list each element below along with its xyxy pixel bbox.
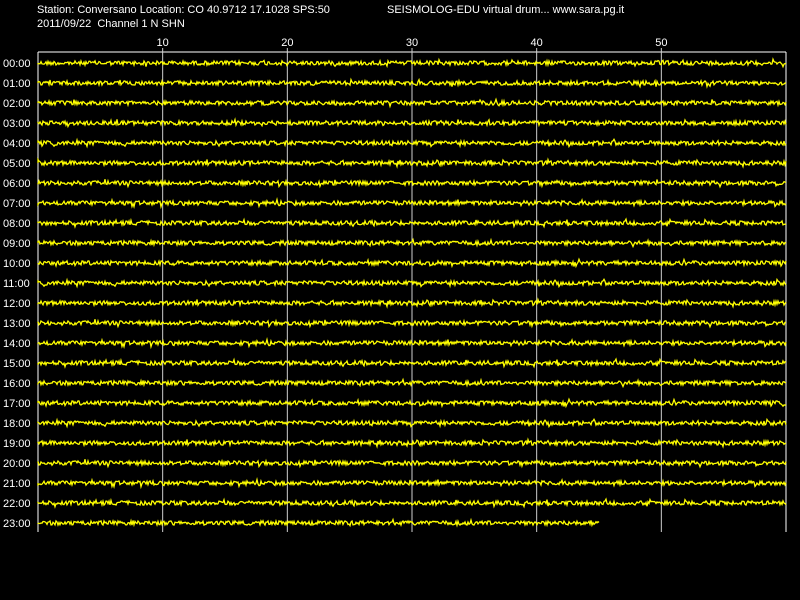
- row-label-1200: 12:00: [3, 298, 31, 310]
- trace-row-0800: [37, 217, 787, 229]
- row-label-2000: 20:00: [3, 458, 31, 470]
- trace-row-1300: [37, 318, 787, 329]
- trace-row-0700: [37, 197, 787, 210]
- row-label-1600: 16:00: [3, 378, 31, 390]
- trace-row-2200: [37, 497, 787, 509]
- trace-row-1800: [37, 417, 787, 429]
- row-label-1500: 15:00: [3, 358, 31, 370]
- trace-row-1500: [37, 357, 787, 369]
- row-label-1300: 13:00: [3, 318, 31, 330]
- app-title: SEISMOLOG-EDU virtual drum... www.sara.p…: [387, 4, 625, 16]
- row-label-2300: 23:00: [3, 518, 31, 530]
- trace-row-1600: [37, 377, 787, 389]
- row-label-0700: 07:00: [3, 198, 31, 210]
- x-tick-label-40: 40: [531, 37, 543, 49]
- x-tick-label-10: 10: [157, 37, 169, 49]
- station-info: Station: Conversano Location: CO 40.9712…: [37, 4, 330, 16]
- row-label-2200: 22:00: [3, 498, 31, 510]
- trace-row-0000: [37, 57, 787, 69]
- row-label-1400: 14:00: [3, 338, 31, 350]
- trace-row-1100: [37, 277, 787, 289]
- x-tick-label-30: 30: [406, 37, 418, 49]
- date-channel-info: 2011/09/22 Channel 1 N SHN: [37, 18, 185, 30]
- row-label-0200: 02:00: [3, 98, 31, 110]
- row-label-1900: 19:00: [3, 438, 31, 450]
- row-label-0600: 06:00: [3, 178, 31, 190]
- trace-row-1000: [37, 257, 787, 269]
- trace-row-0900: [37, 237, 787, 249]
- trace-row-2300: [37, 517, 600, 528]
- row-label-1800: 18:00: [3, 418, 31, 430]
- trace-row-2000: [37, 458, 787, 469]
- trace-row-0100: [37, 77, 787, 89]
- row-label-0900: 09:00: [3, 238, 31, 250]
- row-label-1700: 17:00: [3, 398, 31, 410]
- x-tick-label-20: 20: [281, 37, 293, 49]
- row-label-0500: 05:00: [3, 158, 31, 170]
- row-label-0400: 04:00: [3, 138, 31, 150]
- trace-row-0200: [37, 97, 787, 109]
- row-label-0800: 08:00: [3, 218, 31, 230]
- trace-row-1700: [37, 397, 787, 409]
- x-tick-label-50: 50: [655, 37, 667, 49]
- row-label-0300: 03:00: [3, 118, 31, 130]
- trace-row-1400: [37, 337, 787, 350]
- trace-row-2100: [37, 477, 787, 490]
- trace-row-0400: [37, 137, 787, 149]
- trace-row-0300: [37, 117, 787, 129]
- trace-row-1200: [37, 297, 787, 309]
- row-label-2100: 21:00: [3, 478, 31, 490]
- trace-row-1900: [37, 437, 787, 449]
- trace-row-0600: [37, 178, 787, 189]
- trace-row-0500: [37, 157, 787, 169]
- row-label-1100: 11:00: [3, 278, 30, 290]
- row-label-0100: 01:00: [3, 78, 31, 90]
- row-label-1000: 10:00: [3, 258, 31, 270]
- row-label-0000: 00:00: [3, 58, 31, 70]
